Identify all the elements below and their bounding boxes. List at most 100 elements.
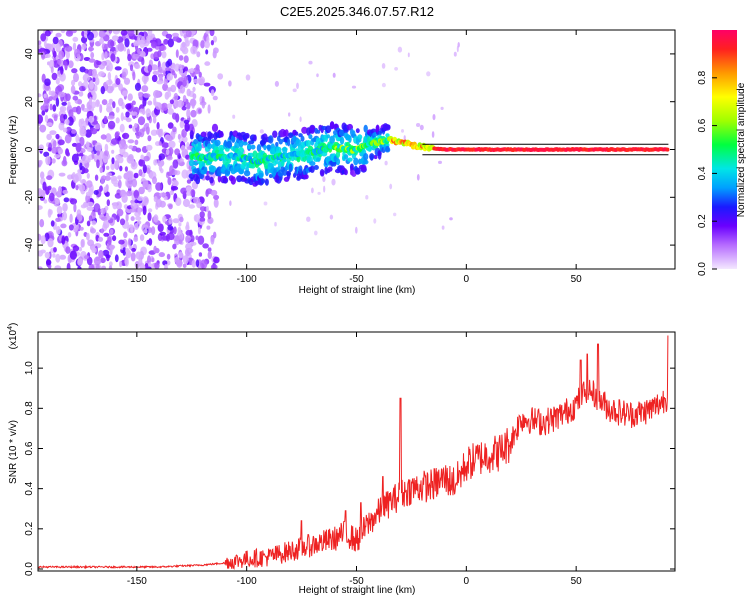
noise-cell xyxy=(105,133,112,143)
noise-cell xyxy=(158,252,165,258)
noise-speck xyxy=(426,71,431,77)
noise-cell xyxy=(49,192,55,202)
noise-cell xyxy=(169,165,174,175)
x-tick-label: 0 xyxy=(464,576,470,587)
noise-cell xyxy=(119,218,126,226)
noise-speck xyxy=(329,214,334,220)
noise-cell xyxy=(108,261,113,267)
noise-cell xyxy=(122,247,126,256)
noise-cell xyxy=(90,228,96,234)
transition-cell xyxy=(267,144,271,152)
noise-cell xyxy=(181,41,186,48)
y-tick-label: 0.2 xyxy=(24,521,35,535)
noise-speck xyxy=(365,195,369,200)
transition-cell xyxy=(356,169,360,175)
noise-cell xyxy=(133,189,139,199)
noise-cell xyxy=(134,63,141,70)
noise-cell xyxy=(145,122,150,127)
transition-cell xyxy=(203,166,208,174)
noise-cell xyxy=(177,226,182,236)
noise-cell xyxy=(38,188,43,197)
noise-cell xyxy=(114,132,120,139)
noise-cell xyxy=(134,82,142,91)
noise-cell xyxy=(92,77,96,82)
noise-cell xyxy=(60,30,66,34)
noise-cell xyxy=(106,172,112,177)
noise-cell xyxy=(207,247,212,252)
transition-cell xyxy=(267,162,274,168)
noise-cell xyxy=(90,52,95,59)
y-tick-label: 0.0 xyxy=(24,562,35,576)
noise-cell xyxy=(172,35,180,42)
noise-cell xyxy=(67,232,72,238)
noise-cell xyxy=(151,257,155,263)
transition-cell xyxy=(268,135,274,144)
noise-cell xyxy=(94,85,98,92)
noise-cell xyxy=(111,35,119,41)
noise-cell xyxy=(202,243,209,249)
noise-cell xyxy=(117,175,122,180)
noise-cell xyxy=(118,83,123,91)
noise-cell xyxy=(188,123,194,132)
transition-cell xyxy=(343,154,349,160)
noise-cell xyxy=(200,259,208,269)
noise-cell xyxy=(198,252,203,257)
noise-cell xyxy=(157,159,165,167)
noise-cell xyxy=(190,241,197,246)
noise-cell xyxy=(158,164,162,172)
noise-cell xyxy=(168,147,174,156)
noise-cell xyxy=(199,206,207,212)
noise-cell xyxy=(61,235,66,245)
noise-cell xyxy=(52,104,57,112)
y-tick-label: 20 xyxy=(24,96,35,108)
noise-cell xyxy=(104,175,111,181)
noise-speck xyxy=(316,73,319,78)
noise-cell xyxy=(147,212,152,222)
noise-cell xyxy=(118,97,124,107)
noise-cell xyxy=(163,78,168,85)
noise-cell xyxy=(128,61,135,68)
noise-cell xyxy=(171,186,179,191)
transition-cell xyxy=(353,157,359,166)
noise-cell xyxy=(132,71,136,81)
noise-cell xyxy=(52,50,57,58)
noise-cell xyxy=(152,70,160,76)
noise-cell xyxy=(182,255,189,265)
noise-cell xyxy=(54,154,61,159)
noise-cell xyxy=(78,81,83,87)
noise-cell xyxy=(87,239,95,247)
noise-cell xyxy=(105,254,111,259)
noise-cell xyxy=(65,118,70,125)
noise-cell xyxy=(86,147,92,152)
noise-cell xyxy=(210,40,214,46)
noise-cell xyxy=(155,198,163,208)
transition-cell xyxy=(217,174,222,183)
noise-speck xyxy=(389,183,393,190)
noise-cell xyxy=(65,45,73,52)
noise-cell xyxy=(76,214,82,220)
noise-cell xyxy=(168,204,173,210)
transition-cell xyxy=(325,125,332,134)
colorbar-tick-label: 0.4 xyxy=(697,166,708,180)
transition-cell xyxy=(376,124,380,133)
noise-speck xyxy=(274,221,277,227)
noise-cell xyxy=(86,220,91,227)
noise-cell xyxy=(146,125,150,135)
noise-cell xyxy=(102,155,108,164)
noise-cell xyxy=(87,158,91,163)
noise-cell xyxy=(210,89,215,97)
noise-cell xyxy=(130,161,138,170)
transition-cell xyxy=(329,121,335,130)
noise-cell xyxy=(106,215,111,221)
noise-cell xyxy=(38,93,42,98)
noise-cell xyxy=(52,140,57,148)
noise-cell xyxy=(63,197,70,203)
noise-cell xyxy=(171,62,176,70)
noise-cell xyxy=(58,172,66,177)
noise-cell xyxy=(49,103,53,111)
noise-cell xyxy=(92,68,97,77)
noise-cell xyxy=(198,71,202,78)
noise-cell xyxy=(174,148,181,156)
noise-cell xyxy=(38,205,43,210)
transition-cell xyxy=(210,165,217,173)
